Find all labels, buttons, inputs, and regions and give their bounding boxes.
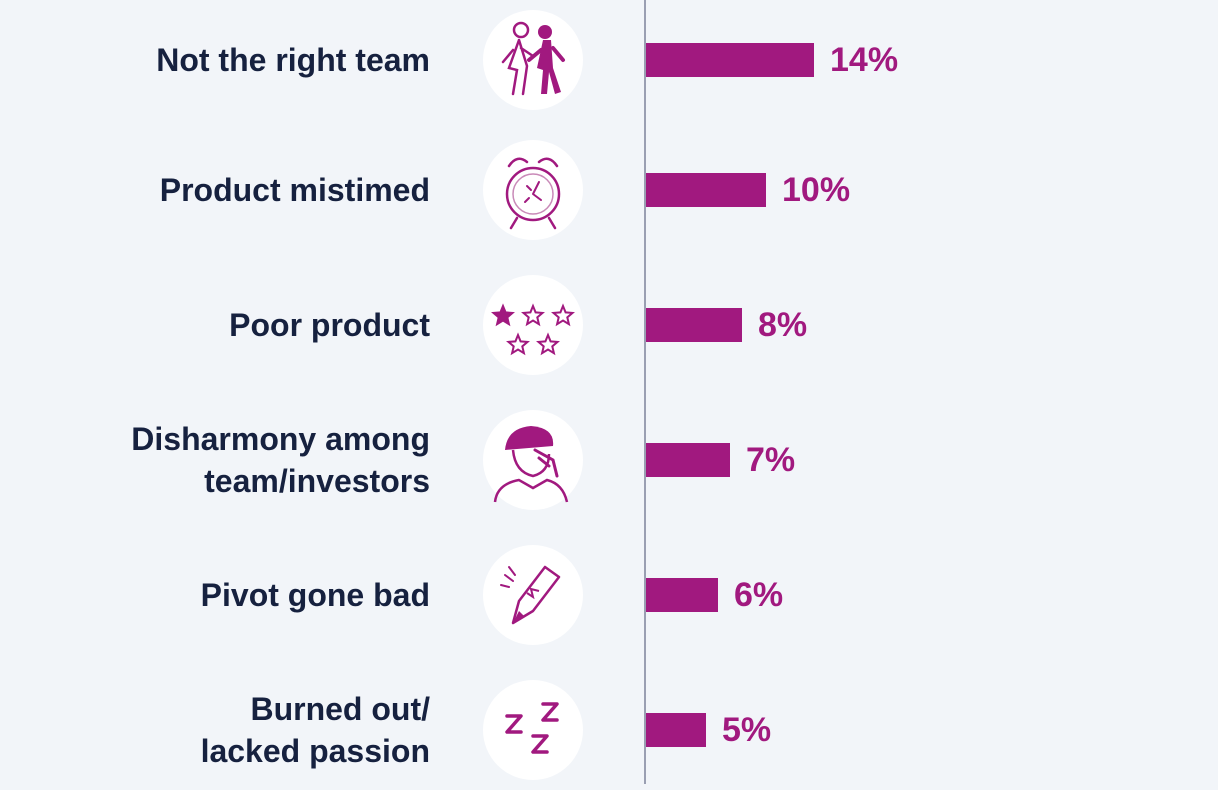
people-walking-icon [483,10,583,110]
broken-pencil-icon [483,545,583,645]
bar [646,43,814,77]
bar-row: Poor product 8% [0,265,1218,385]
bar-row: Disharmony among team/investors 7% [0,400,1218,520]
category-label: Burned out/ lacked passion [200,691,430,769]
category-label: Disharmony among team/investors [131,421,430,499]
category-label: Not the right team [156,42,430,78]
bar [646,443,730,477]
bar-value-label: 14% [830,41,899,79]
bar-row: Not the right team 14% [0,0,1218,120]
bar [646,578,718,612]
one-star-rating-icon [483,275,583,375]
bar-value-label: 8% [758,306,808,344]
y-axis-line [644,0,646,784]
alarm-clock-icon [483,140,583,240]
bar [646,713,706,747]
bar [646,308,742,342]
bar-value-label: 7% [746,441,796,479]
sleeping-zzz-icon [483,680,583,780]
bar-row: Product mistimed 10% [0,130,1218,250]
category-label: Pivot gone bad [200,577,430,613]
bar-row: Pivot gone bad 6% [0,535,1218,655]
bar-value-label: 10% [782,171,851,209]
category-label: Poor product [229,307,430,343]
stressed-person-icon [483,410,583,510]
bar-row: Burned out/ lacked passion 5% [0,670,1218,790]
category-label: Product mistimed [159,172,430,208]
bar-value-label: 5% [722,711,772,749]
bar [646,173,766,207]
bar-value-label: 6% [734,576,784,614]
